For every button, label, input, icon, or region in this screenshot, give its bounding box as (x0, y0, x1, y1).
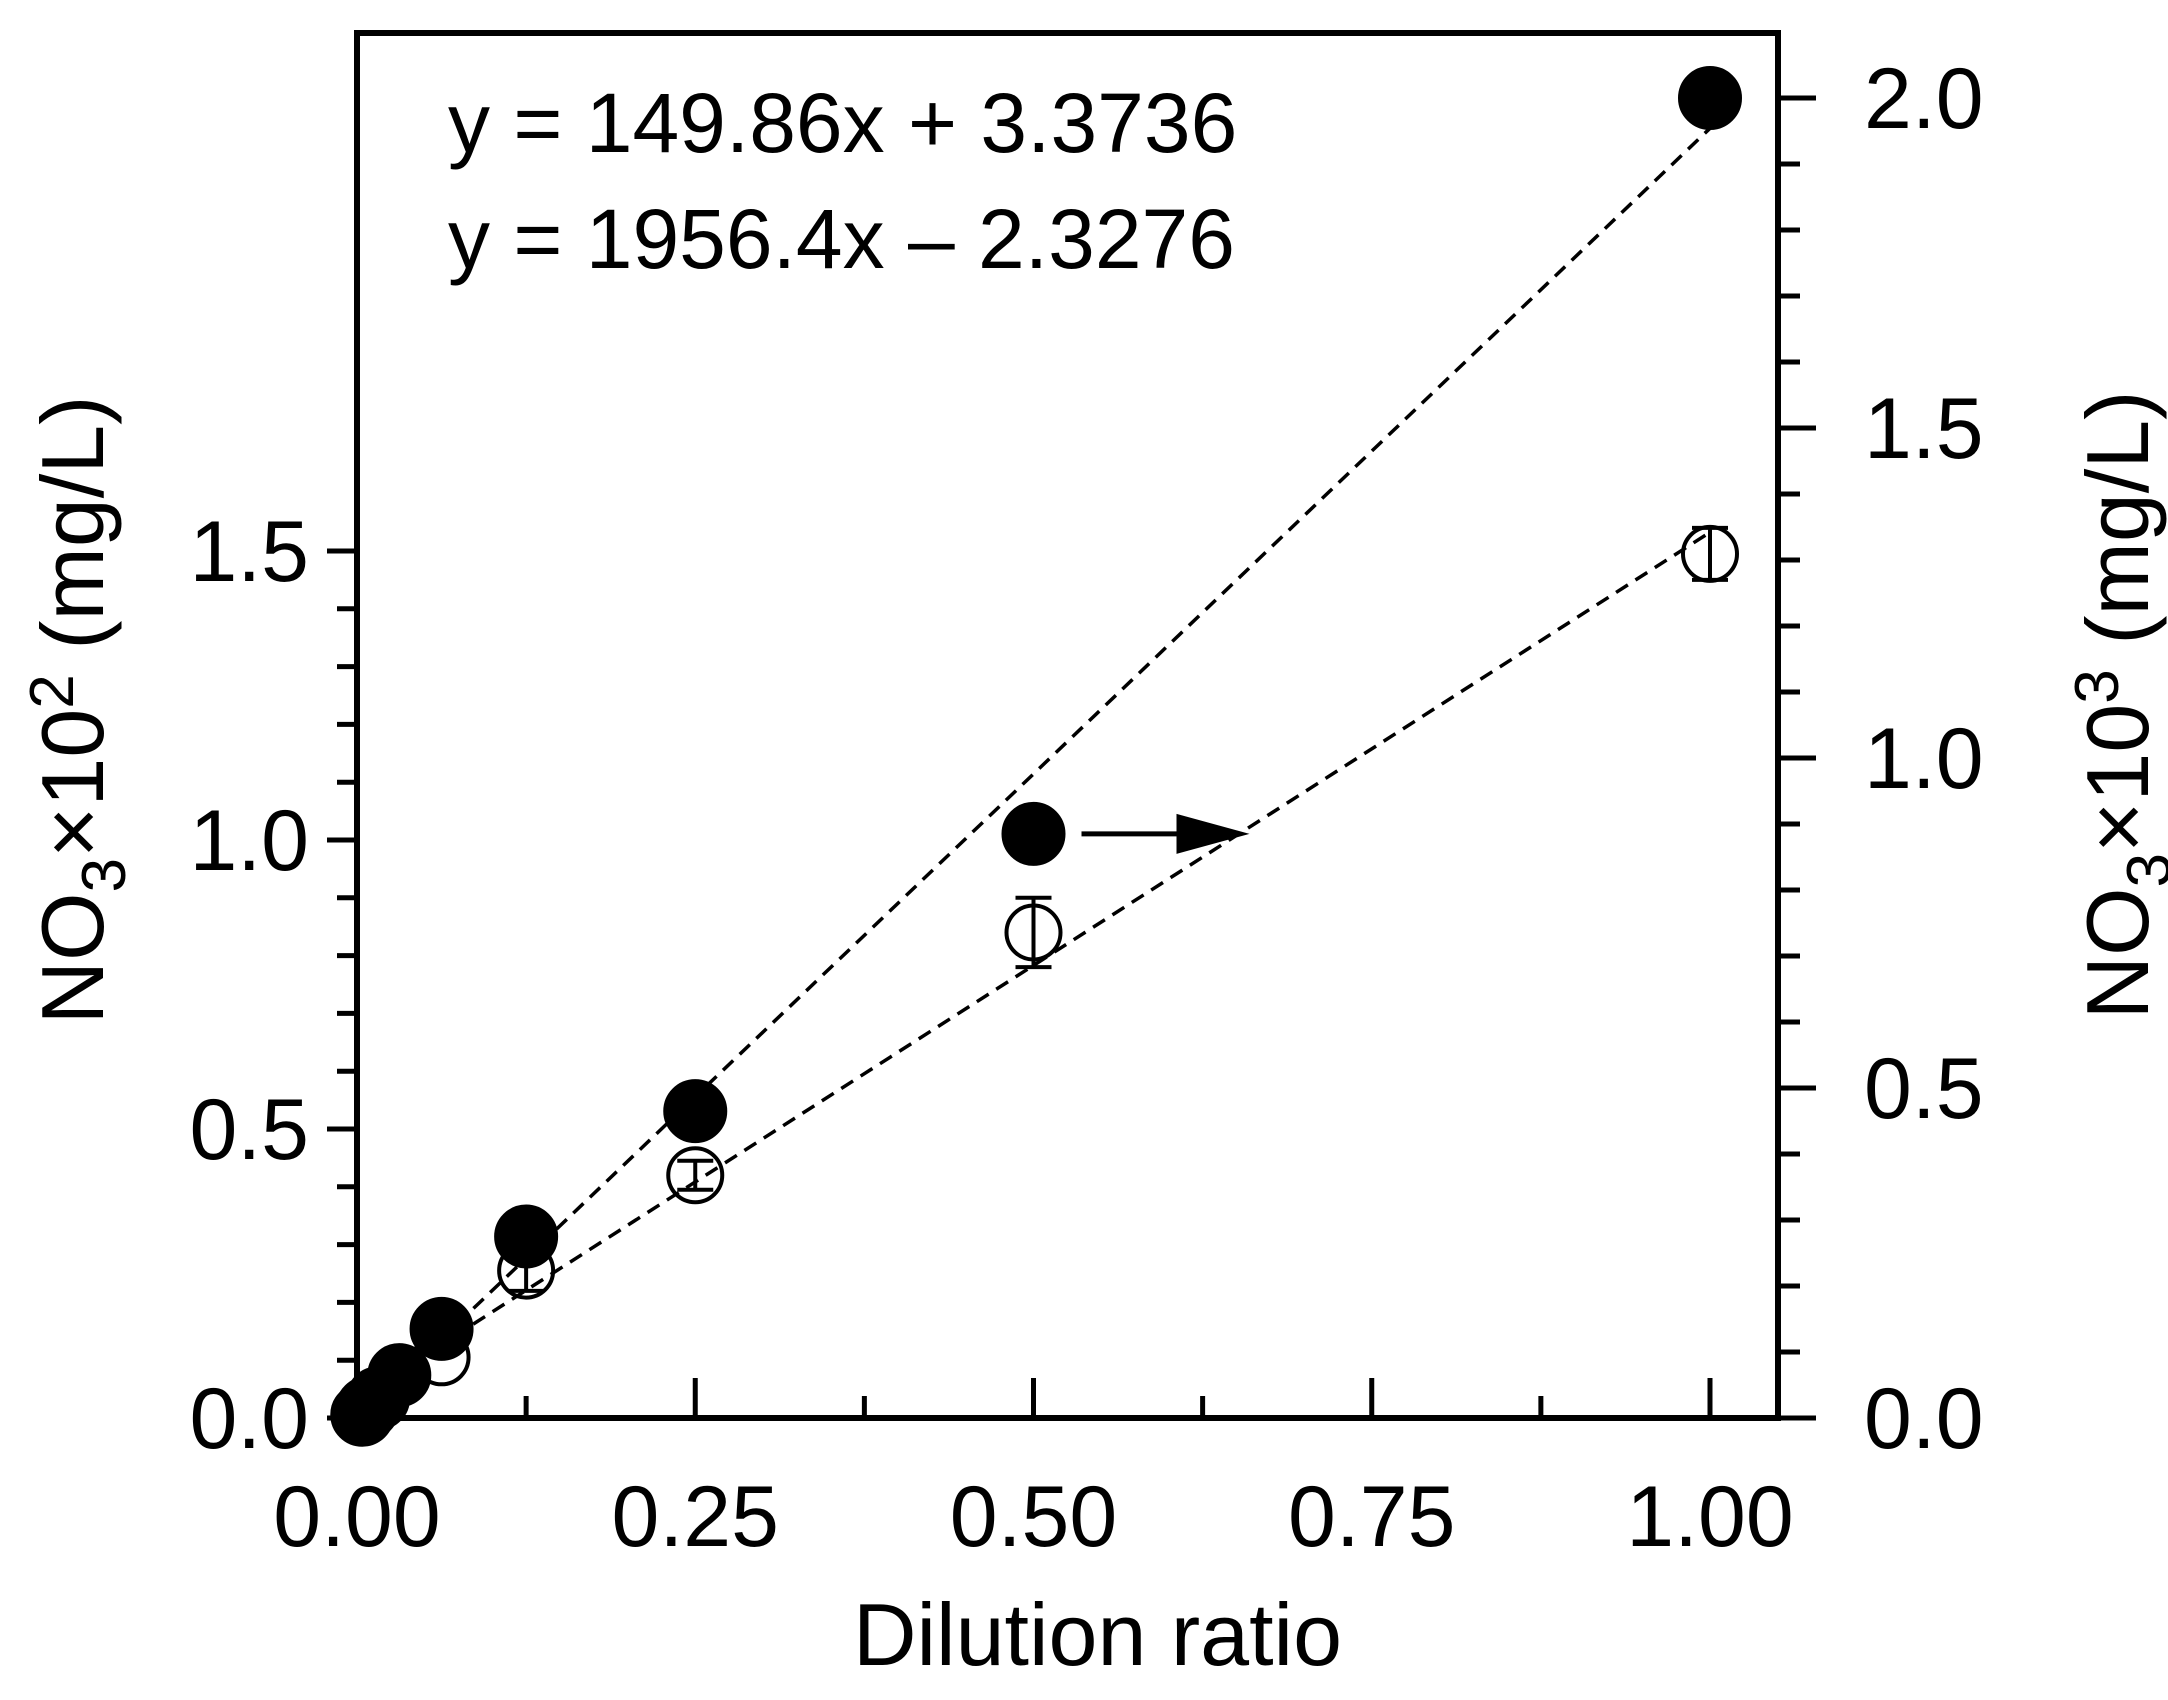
annotations (1081, 813, 1250, 854)
fit-line-right (355, 127, 1712, 1421)
y-right-tick-label: 2.0 (1864, 51, 1984, 147)
filled-circle-point (494, 1204, 559, 1269)
x-tick-label: 0.00 (273, 1469, 440, 1565)
open-circle-point (666, 1146, 725, 1205)
fit-lines (355, 127, 1712, 1421)
axis-labels: 0.00 0.25 0.50 0.75 1.00 0.0 0.5 1.0 1.5 0.0 0.5 1.… (18, 51, 2168, 1684)
filled-circle-point (409, 1296, 474, 1361)
y-left-tick-label: 1.0 (189, 793, 309, 889)
axes (327, 30, 1816, 1421)
open-circle-point (1004, 903, 1063, 962)
y-right-tick-label: 1.5 (1864, 381, 1984, 477)
fit-equation: y = 149.86x + 3.3736 (448, 76, 1237, 170)
data-series (330, 66, 1742, 1447)
open-circle-point (1681, 524, 1739, 583)
fit-line-left (356, 530, 1711, 1400)
filled-circle-point (367, 1343, 432, 1408)
x-tick-label: 0.75 (1288, 1469, 1455, 1565)
y-right-tick-label: 0.5 (1864, 1041, 1984, 1137)
y-left-tick-label: 0.0 (189, 1371, 309, 1467)
y-left-tick-label: 0.5 (189, 1082, 309, 1178)
x-tick-label: 0.25 (612, 1469, 779, 1565)
filled-circle-point (1678, 66, 1742, 130)
x-tick-label: 1.00 (1626, 1469, 1793, 1565)
filled-circle-point (663, 1079, 728, 1144)
filled-circle-point (1001, 801, 1066, 866)
fit-equation: y = 1956.4x – 2.3276 (448, 192, 1235, 286)
y-left-axis-title: NO3×102 (mg/L) (18, 396, 139, 1025)
x-axis-title: Dilution ratio (853, 1585, 1342, 1684)
y-right-axis-title: NO3×103 (mg/L) (2063, 391, 2168, 1020)
y-right-tick-label: 0.0 (1864, 1371, 1984, 1467)
arrow-head (1176, 813, 1250, 854)
x-tick-label: 0.50 (950, 1469, 1117, 1565)
y-right-tick-label: 1.0 (1864, 711, 1984, 807)
y-left-tick-label: 1.5 (189, 504, 309, 600)
